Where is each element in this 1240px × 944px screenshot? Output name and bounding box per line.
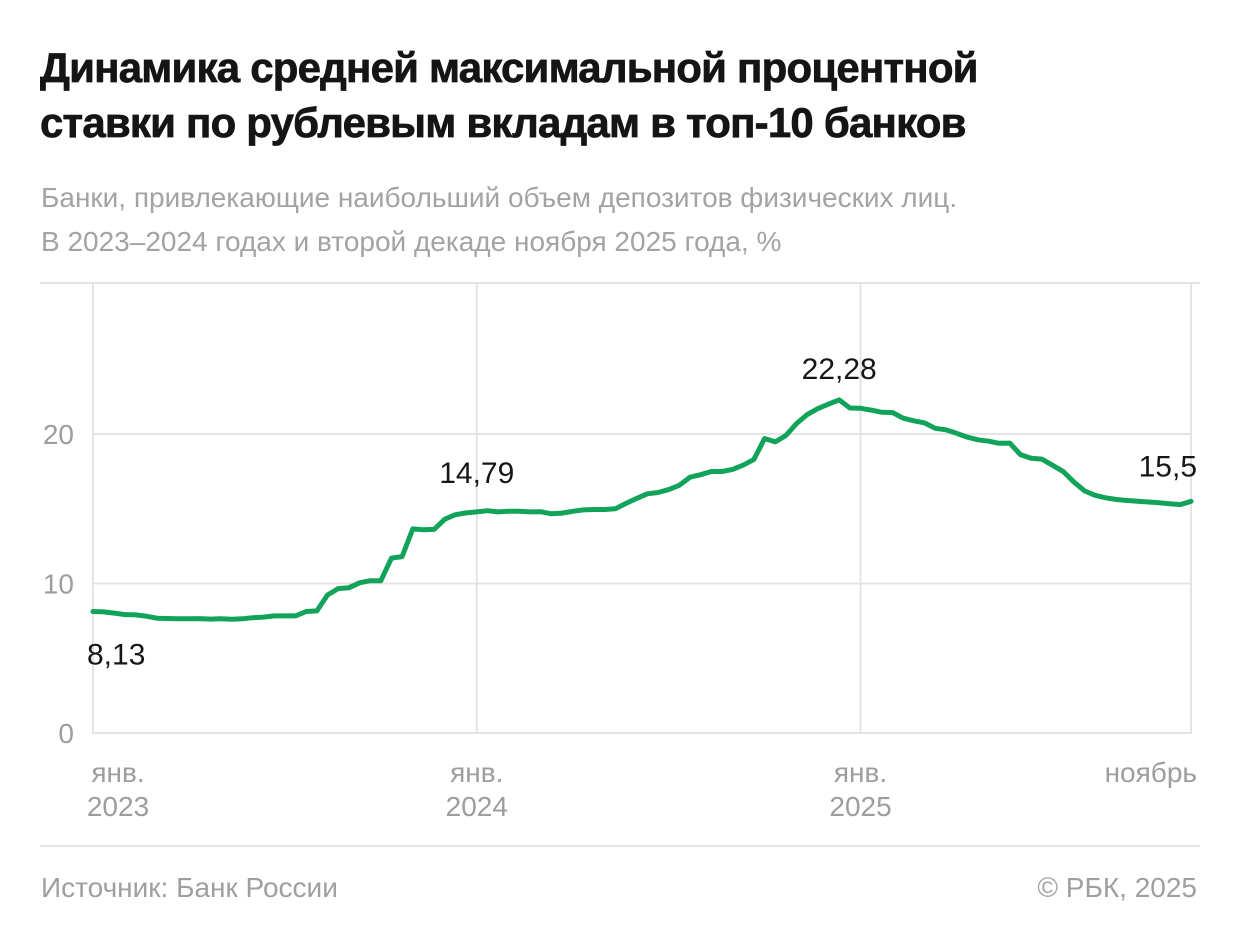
chart-title-line1: Динамика средней максимальной процентной xyxy=(40,44,979,92)
y-tick-label: 0 xyxy=(58,718,74,745)
chart-title-line2: ставки по рублевым вкладам в топ-10 банк… xyxy=(40,99,967,147)
x-tick-label: янв. 2025 xyxy=(829,757,892,822)
copyright-label: © РБК, 2025 xyxy=(1037,872,1197,903)
chart-subtitle: Банки, привлекающие наибольший объем деп… xyxy=(41,176,1201,264)
y-tick-label: 20 xyxy=(43,419,74,450)
rate-line xyxy=(90,397,1194,622)
x-tick-label: янв. 2024 xyxy=(445,757,508,822)
chart-area: 0 10 20 8,13 14,79 22,28 15,5 xyxy=(40,275,1200,749)
data-label: 8,13 xyxy=(87,638,145,671)
x-tick-label: ноябрь xyxy=(1104,757,1197,788)
line-chart: 0 10 20 8,13 14,79 22,28 15,5 xyxy=(40,282,1200,749)
x-tick-label: янв. 2023 xyxy=(86,757,150,822)
chart-subtitle-line1: Банки, привлекающие наибольший объем деп… xyxy=(41,182,958,213)
data-label: 15,5 xyxy=(1139,450,1197,483)
source-label: Источник: Банк России xyxy=(41,872,338,903)
y-tick-label: 10 xyxy=(43,569,74,600)
chart-subtitle-line2: В 2023–2024 годах и второй декаде ноября… xyxy=(41,226,782,257)
chart-title: Динамика средней максимальной процентной… xyxy=(40,40,1210,150)
footer-divider xyxy=(40,845,1200,847)
data-label: 22,28 xyxy=(802,353,877,386)
data-label: 14,79 xyxy=(439,457,514,490)
